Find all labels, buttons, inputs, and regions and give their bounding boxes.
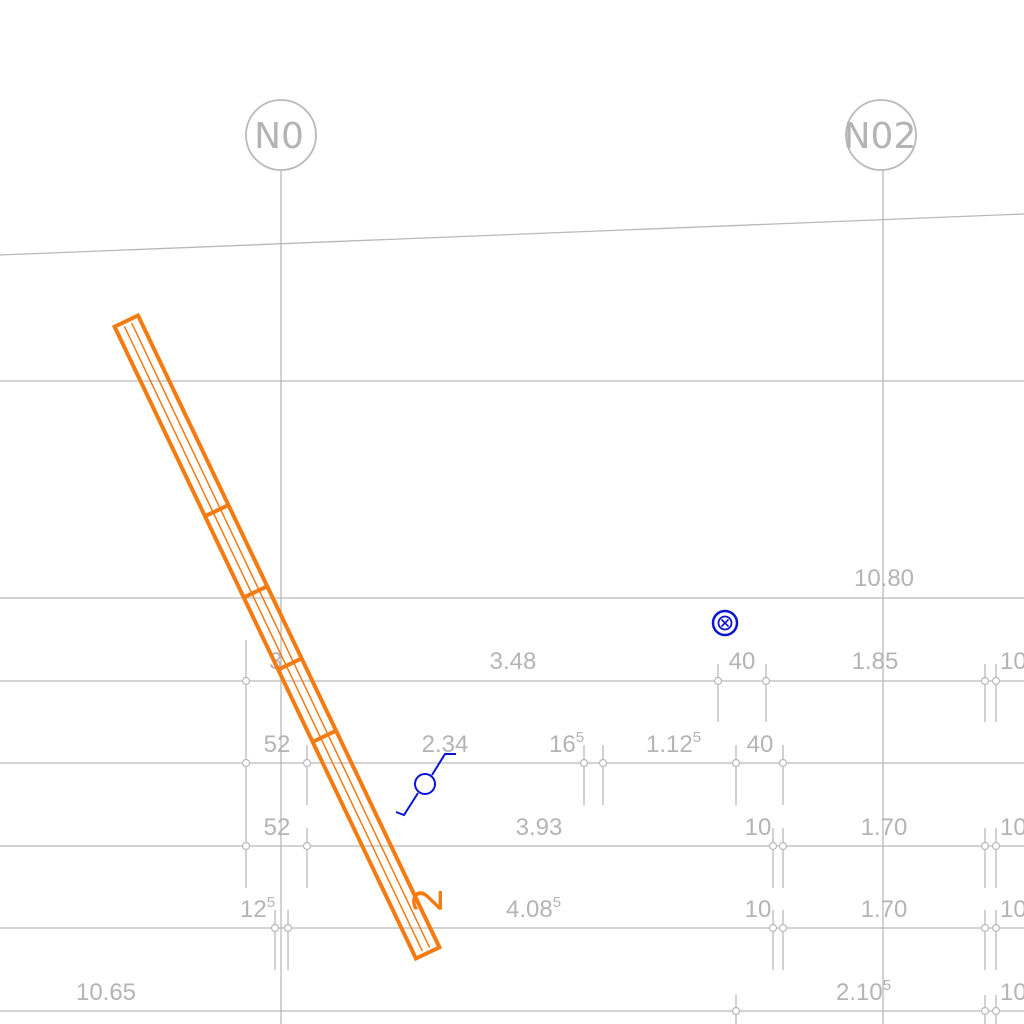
- dimension-labels: 10.80 3 3.48 40 1.85 10 52 2.34 165 1.12…: [76, 565, 1024, 1006]
- dimension-label: 10: [1000, 814, 1024, 841]
- dimension-label: 52: [264, 731, 291, 758]
- section-cut-icon[interactable]: [395, 753, 456, 817]
- axis-bubble-n02: N02: [844, 99, 917, 171]
- dimension-label: 1.85: [852, 648, 899, 675]
- dimension-label: 3.93: [516, 814, 563, 841]
- dimension-label: 10: [745, 814, 772, 841]
- dimension-label: 52: [264, 814, 291, 841]
- dimension-label: 1.125: [646, 729, 701, 758]
- dimension-label: 10: [1000, 979, 1024, 1006]
- dimension-label: 40: [729, 648, 756, 675]
- dimension-label: 1.70: [861, 814, 908, 841]
- dimension-label: 4.085: [506, 894, 561, 923]
- dimension-label: 125: [240, 894, 275, 923]
- dimension-label: 165: [549, 729, 584, 758]
- dimension-label: 10: [745, 896, 772, 923]
- dimension-label: 2.105: [836, 977, 891, 1006]
- dimension-label: 3.48: [490, 648, 537, 675]
- beam-label: 2: [406, 887, 452, 912]
- dimension-label: 1.70: [861, 896, 908, 923]
- dimension-label: 10: [1000, 648, 1024, 675]
- dimension-label: 10: [1000, 896, 1024, 923]
- dimension-label: 10.65: [76, 979, 136, 1006]
- axis-label-n0: N0: [254, 116, 304, 157]
- dimension-label: 40: [747, 731, 774, 758]
- dimension-ticks: [241, 640, 1001, 1024]
- beam-element[interactable]: [111, 312, 443, 962]
- sloped-boundary-line: [0, 213, 1024, 256]
- axis-bubble-n0: N0: [245, 99, 317, 171]
- axis-label-n02: N02: [844, 116, 917, 157]
- dimension-label: 10.80: [854, 565, 914, 592]
- circled-x-icon[interactable]: [711, 609, 739, 637]
